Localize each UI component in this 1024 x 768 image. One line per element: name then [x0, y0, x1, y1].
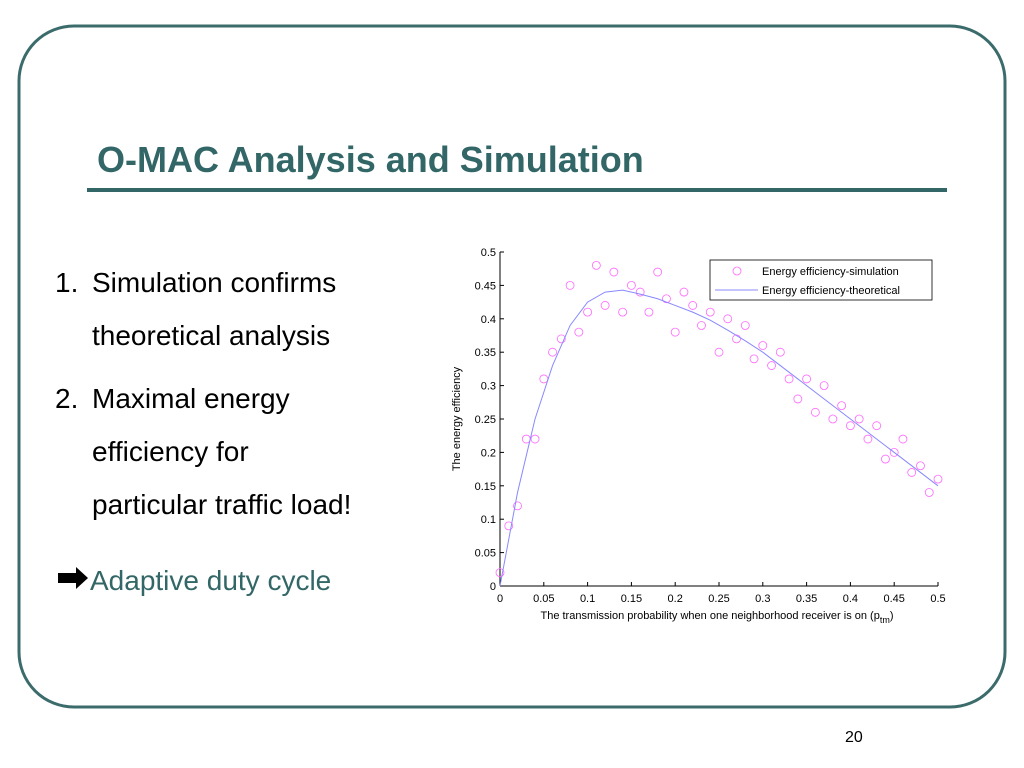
slide-frame: [17, 24, 1007, 709]
sim-point: [504, 521, 514, 531]
y-tick-label: 0.35: [475, 347, 496, 359]
sim-point: [749, 354, 759, 364]
x-axis-label-part: ): [890, 610, 894, 622]
y-tick-label: 0.3: [481, 381, 496, 393]
sim-point: [705, 307, 715, 317]
sim-point: [933, 474, 943, 484]
sim-point: [697, 321, 706, 330]
y-axis-label: The energy efficiency: [451, 366, 463, 471]
y-tick-label: 0: [490, 581, 496, 593]
item-line: Simulation confirms: [92, 267, 336, 298]
sim-point: [600, 301, 610, 310]
x-tick-label: 0.05: [533, 593, 554, 605]
sim-point: [907, 468, 917, 477]
x-tick-label: 0.4: [843, 593, 858, 605]
item-line: theoretical analysis: [92, 320, 330, 351]
y-tick-label: 0.2: [481, 447, 496, 459]
sim-point: [679, 287, 689, 297]
item-number: 2.: [55, 383, 78, 414]
sim-point: [521, 434, 531, 444]
sim-point: [793, 394, 803, 404]
x-tick-label: 0.35: [796, 593, 817, 605]
item-number: 1.: [55, 267, 78, 298]
legend-label: Energy efficiency-theoretical: [762, 285, 900, 297]
sim-point: [618, 307, 628, 317]
sim-point: [653, 267, 663, 277]
sim-point: [591, 260, 601, 270]
sim-point: [565, 280, 575, 290]
sim-point: [863, 434, 873, 444]
item-line: efficiency for: [92, 436, 249, 467]
sim-point: [916, 461, 925, 471]
item-line: particular traffic load!: [92, 489, 351, 520]
sim-point: [775, 347, 785, 357]
sim-point: [495, 568, 505, 578]
sim-point: [688, 301, 698, 310]
x-tick-label: 0.1: [580, 593, 595, 605]
sim-point: [819, 381, 829, 391]
sim-point: [889, 447, 899, 457]
y-tick-label: 0.5: [481, 247, 496, 259]
sim-point: [810, 407, 820, 417]
sim-point: [635, 287, 645, 297]
sim-point: [723, 314, 733, 324]
arrow-icon: [58, 567, 88, 589]
y-tick-label: 0.1: [481, 514, 496, 526]
sim-point: [539, 374, 549, 384]
sim-point: [574, 327, 584, 337]
theory-line: [499, 289, 939, 587]
sim-point: [556, 334, 566, 344]
sim-point: [644, 307, 654, 317]
x-tick-label: 0.5: [930, 593, 945, 605]
sim-point: [872, 421, 882, 431]
x-tick-label: 0.15: [621, 593, 642, 605]
sim-point: [854, 414, 864, 424]
x-tick-label: 0.45: [883, 593, 904, 605]
sim-point: [758, 341, 768, 350]
sim-point: [802, 374, 811, 384]
x-axis-label: The transmission probability when one ne…: [540, 610, 893, 625]
sim-point: [627, 280, 636, 290]
sim-point: [609, 267, 619, 277]
x-tick-label: 0.2: [668, 593, 683, 605]
sim-point: [837, 401, 847, 411]
sim-point: [881, 454, 890, 464]
sim-point: [740, 321, 750, 330]
y-tick-label: 0.05: [475, 548, 496, 560]
sim-point: [846, 421, 855, 431]
sim-point: [583, 307, 592, 317]
title-rule: [87, 188, 947, 192]
sim-point: [548, 347, 557, 357]
sim-point: [828, 414, 838, 424]
conclusion: Adaptive duty cycle: [90, 565, 331, 596]
slide-title: O-MAC Analysis and Simulation: [97, 139, 644, 180]
sim-point: [662, 294, 671, 304]
chart: 0 0.05 0.1 0.15 0.2 0.25 0.3 0.35 0.4 0.45 0.5 0 0.0…: [451, 247, 946, 625]
y-tick-label: 0.15: [475, 481, 496, 493]
legend-box: [709, 259, 933, 301]
sim-point: [784, 374, 794, 384]
x-axis-label-part: The transmission probability when one ne…: [540, 610, 879, 622]
page-number: 20: [845, 729, 863, 746]
bullet-list: 1. Simulation confirms theoretical analysi…: [55, 267, 351, 520]
legend-label: Energy efficiency-simulation: [762, 266, 899, 278]
y-tick-label: 0.45: [475, 280, 496, 292]
x-tick-label: 0.3: [755, 593, 770, 605]
legend-marker: [732, 266, 742, 276]
y-tick-label: 0.25: [475, 414, 496, 426]
sim-point: [767, 361, 776, 370]
sim-point: [670, 327, 680, 337]
y-tick-label: 0.4: [481, 314, 496, 326]
sim-point: [530, 434, 540, 444]
sim-point: [513, 501, 522, 511]
x-axis-label-part: tm: [880, 615, 890, 625]
sim-point: [924, 488, 934, 497]
sim-point: [898, 434, 908, 444]
item-line: Maximal energy: [92, 383, 290, 414]
x-tick-label: 0: [497, 593, 503, 605]
sim-point: [714, 347, 724, 357]
sim-point: [732, 334, 741, 344]
x-tick-label: 0.25: [708, 593, 729, 605]
